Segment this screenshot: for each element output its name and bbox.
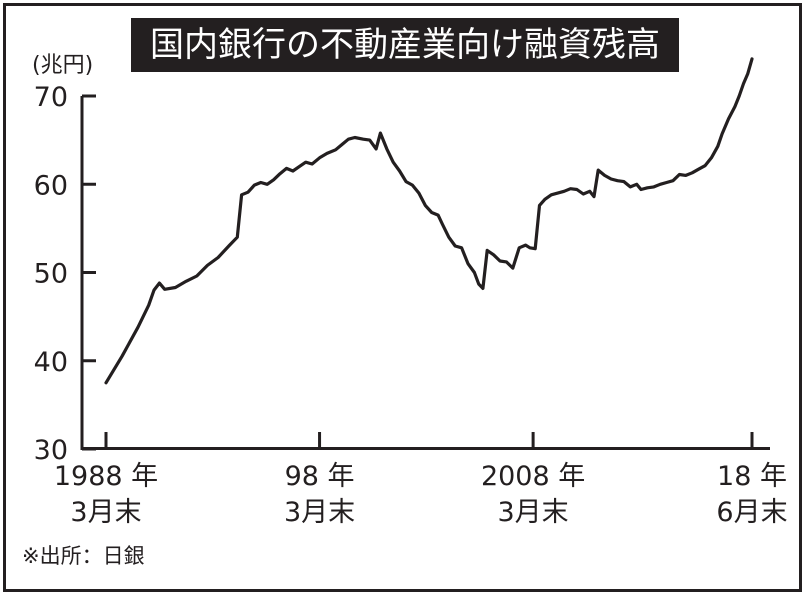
x-tick-sublabel: 6月末 xyxy=(716,497,787,528)
x-ticks: 1988 年 3月末 98 年 3月末 2008 年 3月末 18 年 6月末 xyxy=(54,432,788,528)
x-tick-sublabel: 3月末 xyxy=(284,497,355,528)
x-tick-label: 1988 年 xyxy=(54,461,158,492)
y-tick-label: 40 xyxy=(34,347,68,378)
source-note: ※出所：日銀 xyxy=(22,544,145,568)
chart-frame xyxy=(3,3,802,592)
y-tick-label: 50 xyxy=(34,259,68,290)
x-tick-label: 2008 年 xyxy=(481,461,585,492)
x-tick-sublabel: 3月末 xyxy=(498,497,569,528)
chart-title: 国内銀行の不動産業向け融資残高 xyxy=(131,18,679,72)
y-tick-label: 30 xyxy=(34,435,68,466)
x-tick-label: 98 年 xyxy=(285,461,355,492)
series-line xyxy=(104,57,754,385)
x-tick-label: 18 年 xyxy=(717,461,787,492)
y-tick-label: 70 xyxy=(34,82,68,113)
y-tick-label: 60 xyxy=(34,170,68,201)
y-unit-label: (兆円) xyxy=(32,53,93,78)
x-tick-sublabel: 3月末 xyxy=(70,497,141,528)
y-ticks: 30 40 50 60 70 xyxy=(34,82,96,466)
series-group xyxy=(104,57,754,385)
